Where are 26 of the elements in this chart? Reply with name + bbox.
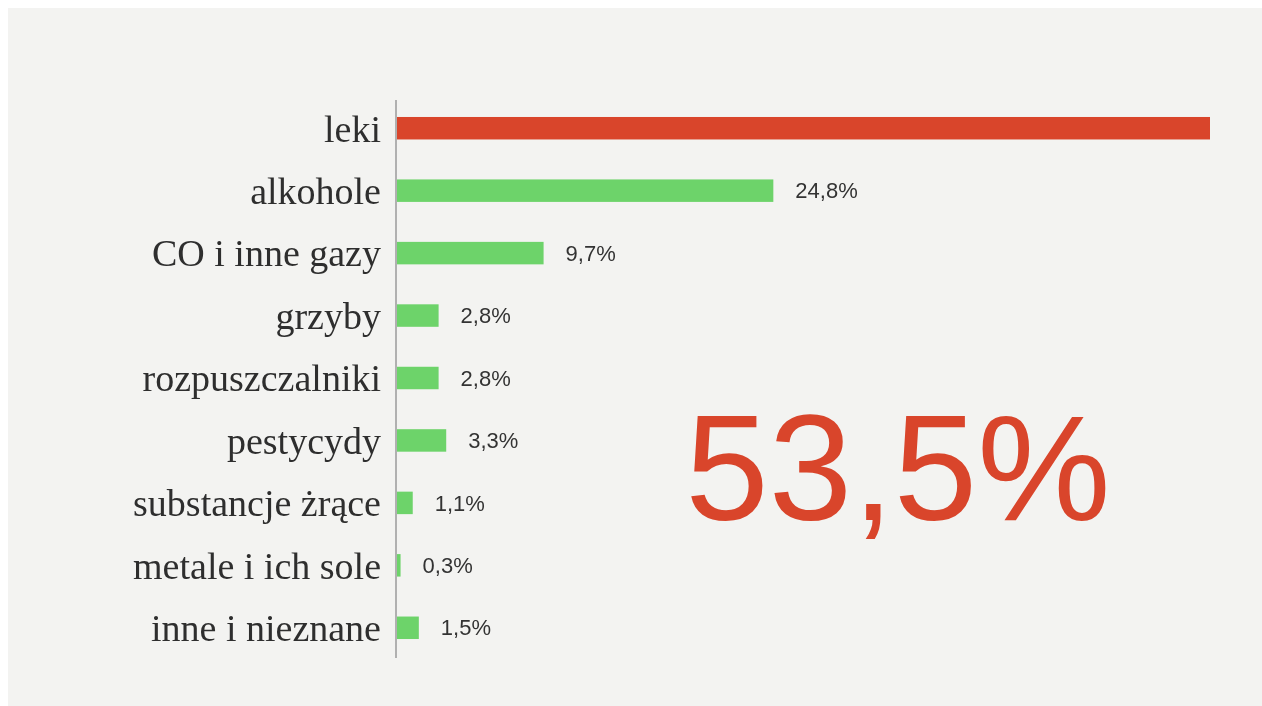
data-label: 1,1% [434,490,485,516]
y-tick-label: leki [324,107,381,150]
bar [396,616,419,640]
bar [396,304,439,327]
data-label: 24,8% [795,178,858,204]
y-tick-label: substancje żrące [133,482,381,525]
bar [396,116,1210,140]
data-label: 9,7% [565,240,616,266]
data-label: 1,5% [440,615,491,641]
bar [396,179,774,202]
bar [396,366,439,390]
y-tick-label: CO i inne gazy [151,232,381,275]
y-tick-label: metale i ich sole [133,544,381,587]
y-tick-label: grzyby [275,294,381,337]
data-label: 3,3% [468,428,519,454]
data-label: 0,3% [422,553,473,579]
data-label: 2,8% [460,365,511,391]
bar [396,429,447,452]
y-tick-label: rozpuszczalniki [142,357,381,400]
y-tick-label: inne i nieznane [150,607,381,650]
y-tick-label: pestycydy [226,419,381,462]
bar [396,491,413,515]
bar [396,241,544,265]
annotation: 53,5% [685,384,1111,552]
data-label: 2,8% [460,303,511,329]
y-tick-label: alkohole [250,169,381,212]
